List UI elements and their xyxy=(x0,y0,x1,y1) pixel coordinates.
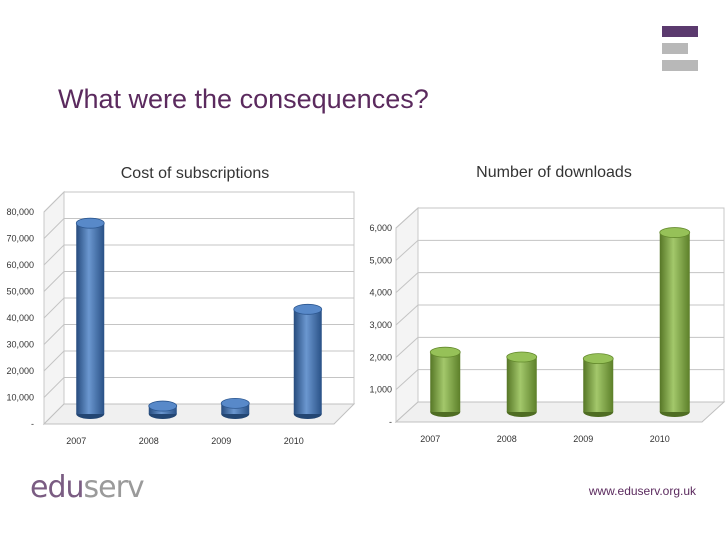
logo-bar-bottom xyxy=(662,60,698,71)
bar-body xyxy=(506,357,537,412)
chart-svg: - 1,000 2,000 3,000 4,000 5,000 6,000 Number of… xyxy=(369,164,726,444)
logo-text-edu: edu xyxy=(30,470,85,505)
x-tick-label: 2010 xyxy=(284,436,304,446)
cost-of-subscriptions-chart: - 10,000 20,000 30,000 40,000 50,000 60,000 70,… xyxy=(0,150,362,450)
y-tick-label: - xyxy=(389,417,392,427)
logo-bar-top xyxy=(662,26,698,37)
gridline xyxy=(43,271,354,292)
bar-body xyxy=(293,309,322,414)
x-tick-label: 2010 xyxy=(650,434,670,444)
gridline xyxy=(395,336,724,358)
y-tick-label: 70,000 xyxy=(6,234,34,244)
gridline xyxy=(43,350,354,372)
y-tick-label: 1,000 xyxy=(369,385,392,395)
bar-body xyxy=(583,358,614,412)
x-tick-label: 2008 xyxy=(139,436,159,446)
x-tick-label: 2008 xyxy=(497,434,517,444)
y-tick-label: 50,000 xyxy=(6,287,34,297)
y-tick-label: 80,000 xyxy=(6,207,34,217)
gridline xyxy=(43,297,354,319)
bar-body xyxy=(430,352,461,412)
bar-top xyxy=(659,227,691,238)
chart-title: Cost of subscriptions xyxy=(121,165,270,182)
bar-top xyxy=(75,217,105,229)
gridline xyxy=(395,369,724,391)
x-tick-label: 2009 xyxy=(573,434,593,444)
gridline xyxy=(43,377,354,398)
chart-title: Number of downloads xyxy=(476,164,632,181)
gridline xyxy=(395,239,724,261)
y-tick-label: 6,000 xyxy=(369,223,392,233)
gridline xyxy=(395,272,724,294)
bar-top xyxy=(582,353,614,365)
bar-top xyxy=(220,397,250,409)
gridline xyxy=(43,218,354,239)
gridline xyxy=(43,324,354,345)
x-tick-label: 2007 xyxy=(420,434,440,444)
y-tick-label: 5,000 xyxy=(369,255,392,265)
bar-top xyxy=(506,351,538,363)
y-tick-label: 10,000 xyxy=(6,393,34,403)
y-tick-label: 3,000 xyxy=(369,320,392,330)
y-tick-label: 40,000 xyxy=(6,313,34,323)
bar-body xyxy=(659,232,690,412)
y-tick-label: 4,000 xyxy=(369,288,392,298)
number-of-downloads-chart: - 1,000 2,000 3,000 4,000 5,000 6,000 Number of… xyxy=(362,150,728,450)
bar-top xyxy=(293,303,323,315)
gridline xyxy=(395,304,724,326)
y-tick-label: 60,000 xyxy=(6,260,34,270)
y-tick-label: 2,000 xyxy=(369,352,392,362)
website-url: www.eduserv.org.uk xyxy=(588,484,696,498)
gridline xyxy=(43,244,354,266)
chart-floor xyxy=(42,403,356,425)
bar-body xyxy=(76,223,105,414)
chart-svg: - 10,000 20,000 30,000 40,000 50,000 60,000 70,… xyxy=(6,165,356,446)
bar-top xyxy=(429,346,461,358)
chart-floor xyxy=(394,401,726,423)
eduserv-logo: eduserv xyxy=(30,470,145,505)
logo-bar-middle xyxy=(662,43,688,54)
bar-top xyxy=(148,400,178,412)
gridline xyxy=(395,207,724,229)
slide-title: What were the consequences? xyxy=(58,84,429,114)
y-tick-label: 20,000 xyxy=(6,366,34,376)
logo-text-serv: serv xyxy=(83,470,145,505)
y-tick-label: - xyxy=(31,419,34,429)
eduserv-corner-logo xyxy=(662,26,698,72)
y-tick-label: 30,000 xyxy=(6,340,34,350)
gridline xyxy=(43,191,354,213)
x-tick-label: 2009 xyxy=(211,436,231,446)
x-tick-label: 2007 xyxy=(66,436,86,446)
